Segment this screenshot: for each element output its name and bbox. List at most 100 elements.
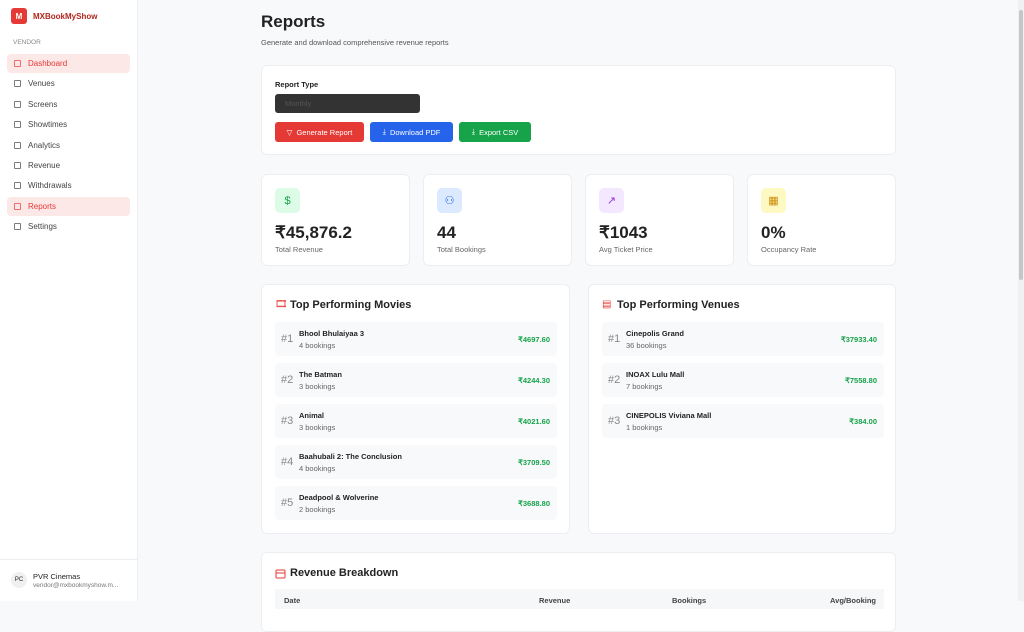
rank: #3 — [281, 415, 294, 427]
list-item: #4 Baahubali 2: The Conclusion 4 bookings ₹… — [275, 445, 557, 479]
button[interactable]: ▽ Generate Report — [275, 122, 364, 142]
nav-item[interactable]: Revenue — [7, 156, 130, 175]
item-bookings: 2 bookings — [299, 505, 336, 514]
item-name: Deadpool & Wolverine — [299, 493, 379, 502]
nav-label: Dashboard — [28, 59, 68, 68]
nav-item[interactable]: Settings — [7, 217, 130, 236]
divider — [0, 559, 137, 560]
avatar: PC — [11, 572, 27, 588]
item-bookings: 4 bookings — [299, 464, 336, 473]
report-form: Report Type Monthly — [261, 65, 896, 155]
nav-icon — [14, 182, 21, 190]
stat-card: $ ₹45,876.2 Total Revenue — [261, 174, 410, 266]
list-item: #3 Animal 3 bookings ₹4021.60 — [275, 404, 557, 438]
stat-value: 44 — [437, 223, 456, 242]
list-item: #1 Bhool Bhulaiyaa 3 4 bookings ₹4697.60 — [275, 322, 557, 356]
button[interactable]: ⤓ Export CSV — [459, 122, 531, 142]
calendar-icon — [275, 569, 286, 579]
stat-label: Avg Ticket Price — [599, 245, 653, 254]
stat-value: ₹1043 — [599, 223, 648, 242]
stat-icon: $ — [275, 188, 300, 213]
button[interactable]: ⤓ Download PDF — [370, 122, 453, 142]
item-bookings: 7 bookings — [626, 382, 663, 391]
rank: #1 — [281, 333, 294, 345]
top-movies-card: 🎞 Top Performing Movies #1 Bhool Bhulaiyaa … — [261, 284, 570, 534]
item-revenue: ₹3709.50 — [518, 458, 550, 467]
list-item: #2 The Batman 3 bookings ₹4244.30 — [275, 363, 557, 397]
nav-label: Screens — [28, 99, 58, 109]
section-icon: 🎞 — [275, 299, 288, 310]
item-revenue: ₹3688.80 — [518, 499, 550, 508]
revenue-breakdown-card: Revenue Breakdown Date Revenue Bookings Avg… — [261, 552, 896, 632]
rank: #4 — [281, 456, 294, 468]
section-icon: ▤ — [602, 299, 612, 310]
item-name: The Batman — [299, 370, 342, 379]
nav-label: Venues — [28, 79, 55, 89]
item-bookings: 1 bookings — [626, 423, 663, 432]
nav-icon — [14, 141, 21, 149]
stat-icon: ↗ — [599, 188, 624, 213]
nav-item[interactable]: Venues — [7, 74, 130, 93]
nav-icon — [14, 60, 21, 67]
nav-item[interactable]: Screens — [7, 95, 130, 114]
nav-label: Showtimes — [28, 120, 68, 130]
item-bookings: 4 bookings — [299, 341, 336, 350]
button-icon: ⤓ — [471, 127, 476, 136]
nav-icon — [14, 100, 21, 108]
stat-icon: ⚇ — [437, 188, 462, 213]
button-icon: ▽ — [286, 127, 293, 137]
user-email: vendor@mxbookmyshow.m... — [33, 582, 119, 589]
item-bookings: 36 bookings — [626, 341, 667, 350]
item-revenue: ₹4697.60 — [518, 335, 550, 344]
nav-label: Revenue — [28, 161, 61, 170]
nav-icon — [14, 162, 21, 169]
brand-name: MXBookMyShow — [33, 12, 98, 21]
item-name: INOAX Lulu Mall — [626, 370, 685, 379]
item-name: Bhool Bhulaiyaa 3 — [299, 329, 365, 338]
logo[interactable]: M — [11, 8, 27, 24]
nav-icon — [14, 202, 21, 210]
button-label: Export CSV — [479, 127, 519, 137]
nav-icon — [14, 121, 21, 129]
stat-card: ↗ ₹1043 Avg Ticket Price — [585, 174, 734, 266]
nav-label: Settings — [28, 222, 57, 232]
stat-card: ▦ 0% Occupancy Rate — [747, 174, 896, 266]
stat-label: Occupancy Rate — [761, 245, 817, 254]
list-item: #1 Cinepolis Grand 36 bookings ₹37933.40 — [602, 322, 884, 356]
page-subtitle: Generate and download comprehensive reve… — [261, 38, 449, 47]
stat-label: Total Bookings — [437, 245, 486, 254]
scrollbar — [1018, 0, 1024, 601]
stat-card: ⚇ 44 Total Bookings — [423, 174, 572, 266]
item-revenue: ₹4021.60 — [518, 417, 550, 426]
section-title: Revenue Breakdown — [290, 567, 399, 579]
section-title: Top Performing Venues — [617, 299, 740, 311]
nav-item[interactable]: Showtimes — [7, 115, 130, 134]
item-revenue: ₹4244.30 — [518, 376, 550, 385]
rank: #2 — [608, 374, 621, 386]
stat-value: ₹45,876.2 — [275, 223, 352, 242]
button-icon: ⤓ — [382, 127, 386, 136]
section-label: VENDOR — [13, 39, 41, 46]
nav-item[interactable]: Reports — [7, 196, 130, 216]
report-type-select[interactable]: Monthly — [275, 94, 420, 113]
nav-label: Analytics — [28, 140, 61, 150]
sidebar: M MXBookMyShow VENDOR PC PVR Cinemas ven… — [0, 0, 138, 601]
stat-value: 0% — [761, 223, 786, 242]
rank: #5 — [281, 497, 294, 509]
nav-icon — [14, 80, 21, 88]
form-label: Report Type — [275, 80, 319, 89]
nav-item[interactable]: Withdrawals — [7, 176, 130, 195]
item-revenue: ₹37933.40 — [840, 335, 877, 344]
nav-icon — [14, 223, 21, 231]
item-revenue: ₹384.00 — [849, 417, 877, 426]
rank: #3 — [608, 415, 621, 427]
section-title: Top Performing Movies — [290, 299, 412, 311]
nav-item[interactable]: Analytics — [7, 136, 130, 155]
item-bookings: 3 bookings — [299, 382, 336, 391]
table-header: Date Revenue Bookings Avg/Booking — [275, 589, 884, 609]
nav-item[interactable]: Dashboard — [7, 54, 130, 73]
item-name: Baahubali 2: The Conclusion — [299, 452, 402, 461]
item-name: Cinepolis Grand — [626, 329, 684, 338]
button-label: Generate Report — [296, 127, 353, 137]
